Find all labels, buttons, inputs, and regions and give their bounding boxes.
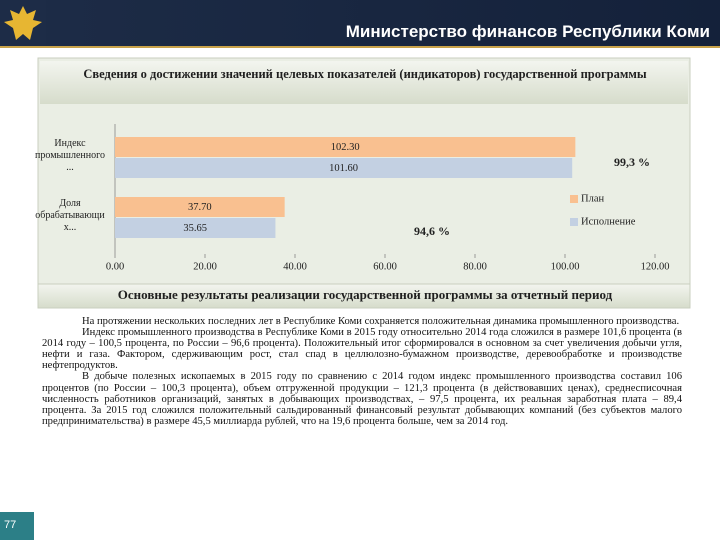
bar [115,158,573,178]
header-bar [0,0,720,46]
legend-label: План [581,193,604,204]
section-title: Основные результаты реализации государст… [117,287,613,302]
emblem [0,0,46,46]
y-tick-label: Индекс промышленного... [35,138,105,173]
value-label: 102.30 [331,142,360,153]
body-text: На протяжении нескольких последних лет в… [42,316,682,427]
x-tick-label: 60.00 [373,261,397,272]
section-title-bg [37,283,691,309]
x-tick-label: 80.00 [463,261,487,272]
x-tick-label: 40.00 [283,261,307,272]
paragraph: На протяжении нескольких последних лет в… [82,316,680,327]
header-title: Министерство финансов Республики Коми [345,22,710,41]
page-number-bg [0,512,34,540]
y-tick-label: Доля обрабатывающих... [35,198,105,233]
x-tick-label: 20.00 [193,261,217,272]
chart-title: Сведения о достижении значений целевых п… [83,67,647,81]
value-label: 101.60 [329,163,358,174]
legend-swatch [570,195,578,203]
legend-label: Исполнение [581,216,636,227]
value-label: 35.65 [183,223,207,234]
x-tick-label: 0.00 [106,261,124,272]
chart-title-bg [40,61,688,104]
annotation: 94,6 % [414,224,450,238]
page-number: 77 [4,519,17,531]
bar [115,218,276,238]
emblem-shape [4,6,42,40]
paragraph: Индекс промышленного производства в Респ… [42,327,682,372]
value-label: 37.70 [188,202,212,213]
x-tick-label: 100.00 [551,261,580,272]
legend-swatch [570,218,578,226]
bar [115,197,285,217]
bar [115,137,576,157]
header-rule [0,46,720,48]
x-tick-label: 120.00 [641,261,670,272]
paragraph: В добыче полезных ископаемых в 2015 году… [42,371,682,427]
annotation: 99,3 % [614,155,650,169]
